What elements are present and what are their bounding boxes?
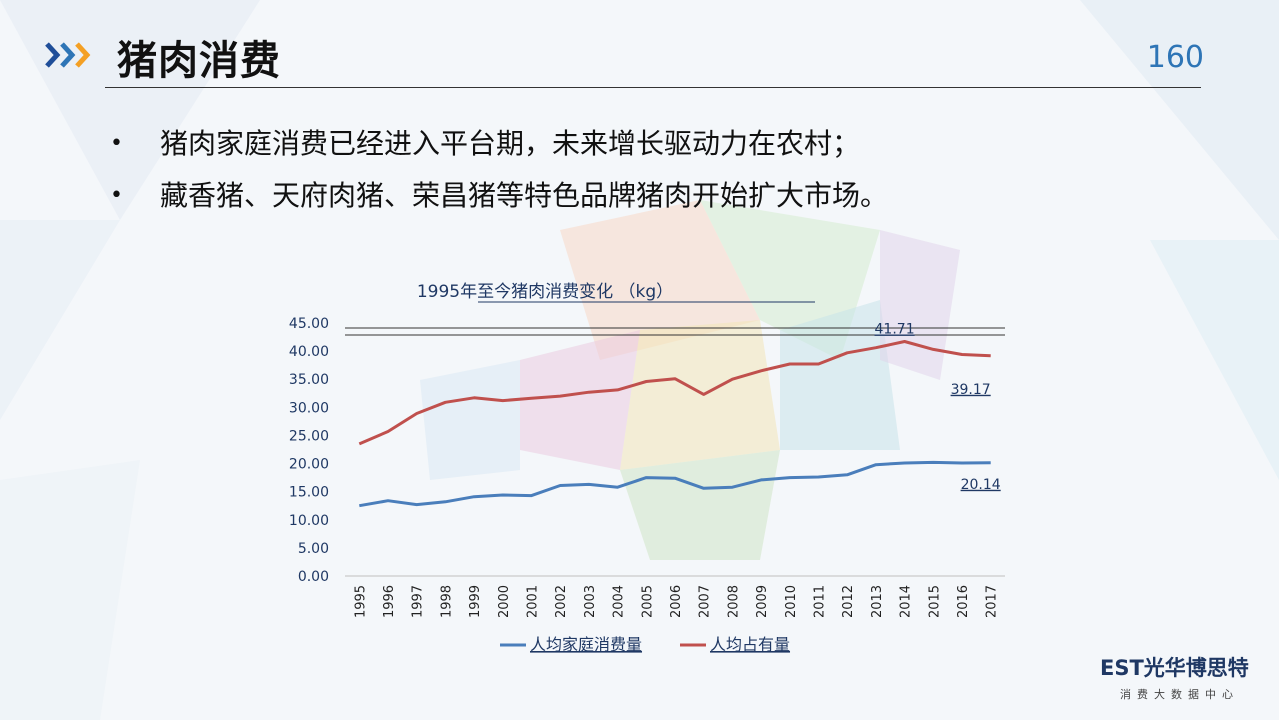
x-tick-label: 2015 — [927, 585, 942, 618]
x-tick-label: 2014 — [899, 585, 914, 618]
x-tick-label: 2012 — [841, 585, 856, 618]
x-tick-label: 1998 — [439, 585, 454, 618]
y-tick-label: 0.00 — [298, 569, 329, 585]
y-tick-label: 45.00 — [289, 316, 329, 332]
x-tick-label: 2008 — [726, 585, 741, 618]
x-tick-label: 2003 — [583, 585, 598, 618]
y-tick-label: 20.00 — [289, 457, 329, 473]
series-line-per-capita — [358, 340, 991, 446]
legend-label: 人均占有量 — [710, 635, 790, 654]
x-tick-label: 2000 — [497, 585, 512, 618]
x-tick-label: 1996 — [382, 585, 397, 618]
data-label: 41.71 — [875, 321, 915, 337]
header-divider — [105, 87, 1201, 88]
data-label: 39.17 — [951, 382, 991, 398]
bullet-item: 猪肉家庭消费已经进入平台期，未来增长驱动力在农村； — [110, 118, 888, 170]
x-tick-label: 2006 — [669, 585, 684, 618]
y-tick-label: 15.00 — [289, 485, 329, 501]
x-tick-label: 1999 — [468, 585, 483, 618]
x-tick-label: 2004 — [612, 585, 627, 618]
y-tick-label: 40.00 — [289, 344, 329, 360]
company-logo: EST光华博思特 消费大数据中心 — [1100, 652, 1265, 708]
y-tick-label: 5.00 — [298, 541, 329, 557]
bullet-item: 藏香猪、天府肉猪、荣昌猪等特色品牌猪肉开始扩大市场。 — [110, 170, 888, 222]
x-tick-label: 2016 — [956, 585, 971, 618]
data-label: 20.14 — [961, 477, 1001, 493]
consumption-line-chart: 1995年至今猪肉消费变化 （kg） 0.00 5.00 10.00 15.00 20.0… — [289, 282, 1005, 654]
bullet-list: 猪肉家庭消费已经进入平台期，未来增长驱动力在农村； 藏香猪、天府肉猪、荣昌猪等特… — [110, 118, 888, 222]
x-tick-label: 2009 — [755, 585, 770, 618]
header-arrows-icon — [45, 42, 91, 68]
x-tick-label: 2010 — [784, 585, 799, 618]
x-tick-label: 2001 — [526, 585, 541, 618]
x-tick-label: 2007 — [698, 585, 713, 618]
y-tick-label: 10.00 — [289, 513, 329, 529]
chart-title: 1995年至今猪肉消费变化 （kg） — [417, 282, 673, 302]
y-tick-label: 25.00 — [289, 428, 329, 444]
x-tick-label: 1997 — [411, 585, 426, 618]
x-tick-label: 2005 — [640, 585, 655, 618]
x-tick-label: 2017 — [985, 585, 1000, 618]
page-number: 160 — [1146, 40, 1204, 75]
x-tick-label: 2002 — [554, 585, 569, 618]
x-tick-label: 2013 — [870, 585, 885, 618]
series-line-household — [359, 460, 991, 508]
logo-main-text: EST光华博思特 — [1100, 656, 1249, 680]
y-tick-label: 30.00 — [289, 400, 329, 416]
legend-label: 人均家庭消费量 — [530, 635, 642, 654]
x-tick-label: 2011 — [812, 585, 827, 618]
y-tick-label: 35.00 — [289, 372, 329, 388]
logo-sub-text: 消费大数据中心 — [1120, 688, 1239, 701]
page-title: 猪肉消费 — [117, 38, 281, 84]
x-tick-label: 1995 — [353, 585, 368, 618]
